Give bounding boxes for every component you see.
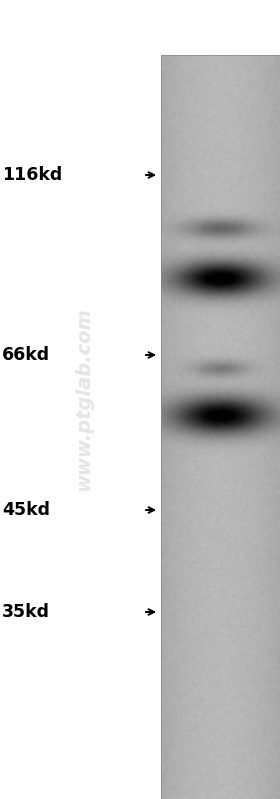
- Text: www.ptglab.com: www.ptglab.com: [74, 308, 94, 491]
- Bar: [161, 55, 280, 799]
- Text: 116kd: 116kd: [2, 166, 62, 184]
- Text: 66kd: 66kd: [2, 346, 50, 364]
- Text: 35kd: 35kd: [2, 603, 50, 621]
- Text: 45kd: 45kd: [2, 501, 50, 519]
